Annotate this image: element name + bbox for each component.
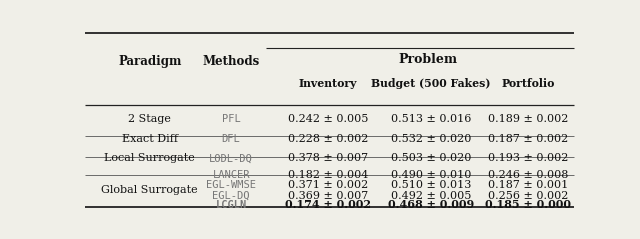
Text: DFL: DFL [221,134,241,144]
Text: Global Surrogate: Global Surrogate [101,185,198,195]
Text: 0.187 ± 0.002: 0.187 ± 0.002 [488,134,568,144]
Text: 0.503 ± 0.020: 0.503 ± 0.020 [391,153,471,163]
Text: 0.510 ± 0.013: 0.510 ± 0.013 [391,180,471,190]
Text: Problem: Problem [399,54,458,66]
Text: 0.185 ± 0.000: 0.185 ± 0.000 [485,200,571,211]
Text: EGL-WMSE: EGL-WMSE [206,180,256,190]
Text: 0.468 ± 0.009: 0.468 ± 0.009 [388,200,474,211]
Text: Local Surrogate: Local Surrogate [104,153,195,163]
Text: PFL: PFL [221,114,241,124]
Text: LANCER: LANCER [212,170,250,180]
Text: 0.182 ± 0.004: 0.182 ± 0.004 [288,170,368,180]
Text: Budget (500 Fakes): Budget (500 Fakes) [371,78,491,89]
Text: 0.490 ± 0.010: 0.490 ± 0.010 [391,170,471,180]
Text: Exact Diff: Exact Diff [122,134,178,144]
Text: Paradigm: Paradigm [118,55,181,68]
Text: EGL-DQ: EGL-DQ [212,190,250,201]
Text: LODL-DQ: LODL-DQ [209,153,253,163]
Text: 0.371 ± 0.002: 0.371 ± 0.002 [288,180,368,190]
Text: 0.193 ± 0.002: 0.193 ± 0.002 [488,153,568,163]
Text: 0.378 ± 0.007: 0.378 ± 0.007 [288,153,368,163]
Text: 0.532 ± 0.020: 0.532 ± 0.020 [391,134,471,144]
Text: 0.513 ± 0.016: 0.513 ± 0.016 [391,114,471,124]
Text: 0.228 ± 0.002: 0.228 ± 0.002 [288,134,368,144]
Text: 0.187 ± 0.001: 0.187 ± 0.001 [488,180,568,190]
Text: 0.242 ± 0.005: 0.242 ± 0.005 [288,114,368,124]
Text: 0.174 ± 0.002: 0.174 ± 0.002 [285,200,371,211]
Text: Portfolio: Portfolio [501,78,555,89]
Text: 0.369 ± 0.007: 0.369 ± 0.007 [288,190,368,201]
Text: LCGLN: LCGLN [216,200,247,210]
Text: Methods: Methods [202,55,260,68]
Text: 0.256 ± 0.002: 0.256 ± 0.002 [488,190,568,201]
Text: 2 Stage: 2 Stage [128,114,171,124]
Text: 0.492 ± 0.005: 0.492 ± 0.005 [391,190,471,201]
Text: 0.246 ± 0.008: 0.246 ± 0.008 [488,170,568,180]
Text: Inventory: Inventory [299,78,357,89]
Text: 0.189 ± 0.002: 0.189 ± 0.002 [488,114,568,124]
